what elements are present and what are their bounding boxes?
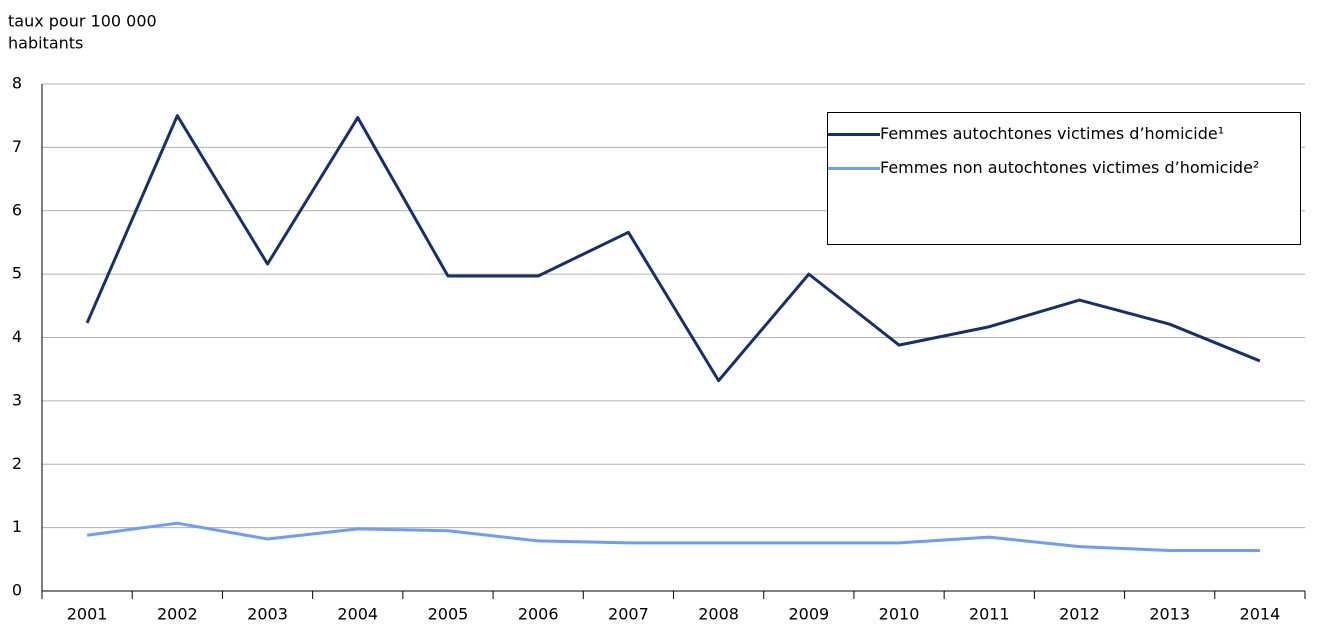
x-tick-label: 2013 [1149, 605, 1190, 624]
y-axis-title: taux pour 100 000 [8, 12, 157, 31]
x-tick-label: 2001 [67, 605, 108, 624]
x-tick-label: 2003 [247, 605, 288, 624]
legend-item: Femmes autochtones victimes d’homicide¹ [828, 123, 1288, 145]
x-tick-label: 2004 [337, 605, 378, 624]
y-tick-label: 2 [12, 454, 22, 473]
y-tick-label: 0 [12, 581, 22, 600]
y-tick-label: 6 [12, 200, 22, 219]
y-tick-label: 4 [12, 327, 22, 346]
y-tick-label: 5 [12, 264, 22, 283]
legend: Femmes autochtones victimes d’homicide¹ F… [827, 112, 1301, 245]
data-line [86, 521, 1260, 552]
x-tick-label: 2012 [1059, 605, 1100, 624]
x-tick-label: 2010 [879, 605, 920, 624]
x-tick-label: 2009 [788, 605, 829, 624]
x-tick-label: 2014 [1240, 605, 1281, 624]
x-tick-label: 2005 [428, 605, 469, 624]
y-tick-label: 3 [12, 390, 22, 409]
y-tick-label: 1 [12, 517, 22, 536]
x-tick-label: 2006 [518, 605, 559, 624]
y-tick-label: 8 [12, 74, 22, 93]
x-tick-label: 2011 [969, 605, 1010, 624]
x-tick-label: 2008 [698, 605, 739, 624]
x-tick-label: 2002 [157, 605, 198, 624]
legend-item: Femmes non autochtones victimes d’homici… [828, 157, 1288, 179]
y-tick-label: 7 [12, 137, 22, 156]
legend-label: Femmes non autochtones victimes d’homici… [880, 158, 1260, 177]
data-line [85, 114, 1261, 383]
legend-swatch [828, 133, 880, 136]
y-axis-title: habitants [8, 34, 83, 53]
legend-swatch [828, 167, 880, 170]
legend-label: Femmes autochtones victimes d’homicide¹ [880, 124, 1225, 143]
x-tick-label: 2007 [608, 605, 649, 624]
